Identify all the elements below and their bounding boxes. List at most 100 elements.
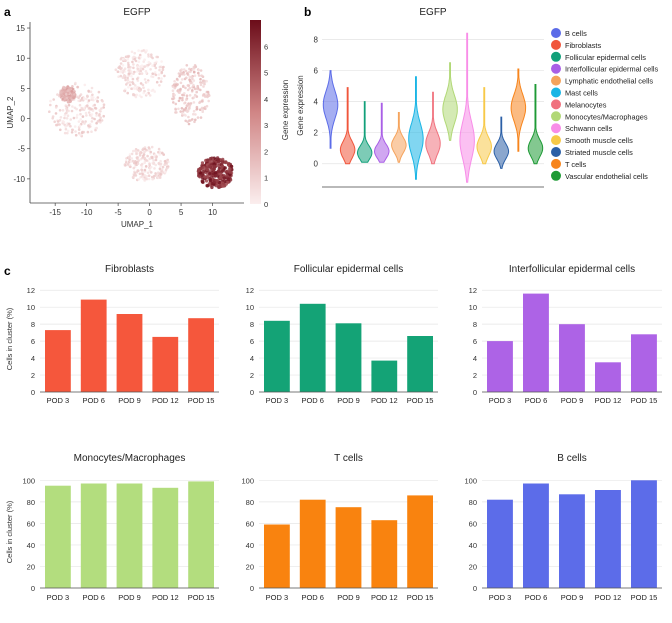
umap-point xyxy=(207,164,211,168)
umap-point xyxy=(98,118,102,122)
umap-point xyxy=(185,94,189,97)
legend-label: Schwann cells xyxy=(565,124,613,133)
umap-point xyxy=(199,77,202,81)
umap-point xyxy=(126,76,129,80)
violin-striated-muscle-cells xyxy=(493,116,510,169)
bar-chart-title: Follicular epidermal cells xyxy=(294,264,403,275)
umap-point xyxy=(157,76,161,80)
umap-point xyxy=(149,68,152,71)
umap-point xyxy=(127,69,130,72)
umap-point xyxy=(97,90,101,94)
umap-point xyxy=(192,112,195,116)
umap-point xyxy=(139,87,142,91)
umap-point xyxy=(131,159,135,163)
bar-x-tick-label: POD 15 xyxy=(407,396,434,405)
umap-point xyxy=(65,107,68,110)
umap-point xyxy=(185,76,188,80)
umap-point xyxy=(141,67,145,71)
umap-point xyxy=(159,159,162,163)
bar-x-tick-label: POD 12 xyxy=(152,593,179,602)
umap-point xyxy=(184,86,187,90)
umap-point xyxy=(181,96,184,100)
umap-point xyxy=(64,104,68,107)
umap-point xyxy=(137,178,141,181)
umap-point xyxy=(94,128,97,132)
umap-point xyxy=(66,129,70,133)
umap-point xyxy=(137,56,141,59)
umap-point xyxy=(96,120,100,123)
umap-point xyxy=(66,85,69,88)
umap-point xyxy=(160,77,163,80)
bar-pod-6 xyxy=(299,499,326,588)
umap-point xyxy=(126,58,129,61)
legend-label: Vascular endothelial cells xyxy=(565,172,648,181)
bar-pod-9 xyxy=(116,483,143,588)
umap-point xyxy=(196,84,199,88)
umap-point xyxy=(71,105,74,108)
umap-point xyxy=(195,90,198,94)
bar-y-tick-label: 0 xyxy=(250,584,254,593)
umap-y-tick-label: 15 xyxy=(16,24,25,33)
legend-label: Interfollicular epidermal cells xyxy=(565,65,659,74)
umap-point xyxy=(65,117,69,120)
bar-y-tick-label: 80 xyxy=(469,498,477,507)
bar-x-tick-label: POD 15 xyxy=(188,396,215,405)
umap-point xyxy=(163,160,167,163)
umap-point xyxy=(152,159,155,162)
bar-y-tick-label: 80 xyxy=(27,498,35,507)
bar-x-tick-label: POD 6 xyxy=(82,396,105,405)
umap-point xyxy=(69,96,73,100)
umap-point xyxy=(143,78,147,81)
bar-pod-12 xyxy=(595,362,621,392)
umap-point xyxy=(124,164,127,167)
bar-pod-6 xyxy=(523,293,549,392)
umap-point xyxy=(148,147,151,151)
bar-pod-15 xyxy=(631,334,657,392)
umap-point xyxy=(78,109,82,112)
legend-swatch xyxy=(551,135,561,146)
umap-point xyxy=(70,109,74,113)
bar-pod-9 xyxy=(559,324,585,392)
umap-point xyxy=(81,130,84,134)
umap-point xyxy=(90,130,93,133)
bar-y-tick-label: 12 xyxy=(246,286,254,295)
umap-point xyxy=(194,113,197,116)
umap-point xyxy=(225,169,230,173)
umap-point xyxy=(220,160,225,164)
umap-point xyxy=(76,113,79,117)
bar-x-tick-label: POD 12 xyxy=(595,593,622,602)
umap-point xyxy=(154,163,157,167)
umap-point xyxy=(79,118,82,121)
bar-chart-title: T cells xyxy=(334,453,363,464)
umap-point xyxy=(157,162,161,166)
umap-point xyxy=(188,94,192,97)
umap-point xyxy=(160,168,164,171)
umap-point xyxy=(56,93,59,96)
umap-cluster xyxy=(59,85,77,104)
bar-y-tick-label: 20 xyxy=(469,562,477,571)
umap-point xyxy=(206,90,210,94)
umap-point xyxy=(153,61,157,65)
umap-point xyxy=(202,165,206,170)
umap-point xyxy=(126,61,130,65)
umap-point xyxy=(63,98,67,101)
umap-point xyxy=(58,123,61,126)
bar-panels: Fibroblasts 0 2 4 6 8 10 12 POD 3 POD 6 POD 9 POD 1… xyxy=(5,264,662,602)
umap-point xyxy=(77,128,81,131)
umap-point xyxy=(159,162,163,166)
umap-point xyxy=(132,149,135,153)
bar-x-tick-label: POD 3 xyxy=(266,593,289,602)
umap-point xyxy=(208,94,211,97)
umap-point xyxy=(175,83,178,87)
umap-y-tick-label: -5 xyxy=(18,145,26,154)
bar-x-tick-label: POD 6 xyxy=(301,396,324,405)
umap-point xyxy=(67,103,71,107)
umap-cluster xyxy=(123,145,170,182)
umap-point xyxy=(69,118,72,121)
umap-point xyxy=(192,109,196,113)
umap-point xyxy=(153,90,156,93)
bar-y-tick-label: 6 xyxy=(473,337,477,346)
umap-point xyxy=(200,180,205,184)
bar-x-tick-label: POD 15 xyxy=(407,593,434,602)
bar-y-tick-label: 4 xyxy=(31,354,35,363)
